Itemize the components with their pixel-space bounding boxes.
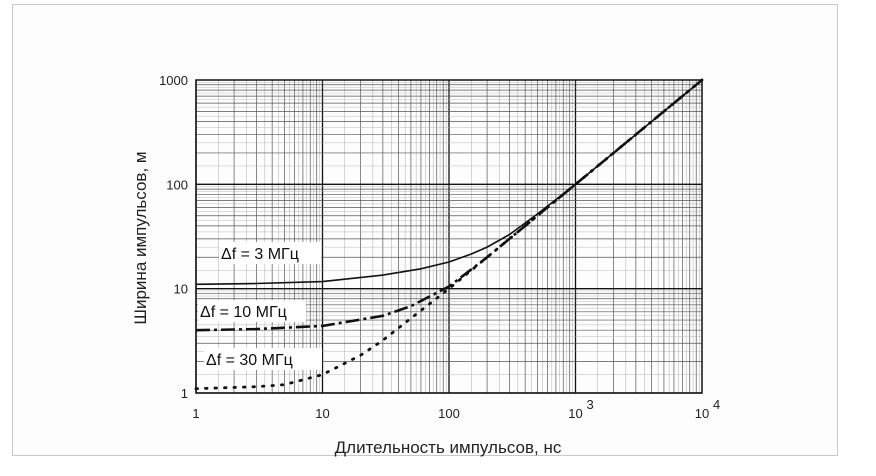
- x-tick-label: 1: [192, 406, 199, 421]
- x-tick-exponent: 3: [587, 397, 594, 412]
- tick-labels: 1 10 100 10 3 10 4 1000 100 10 1: [159, 73, 720, 421]
- y-axis-title: Ширина импульсов, м: [131, 151, 150, 324]
- y-tick-label: 10: [174, 282, 188, 297]
- label-bg-10mhz: [198, 300, 306, 322]
- label-bg-30mhz: [204, 348, 322, 370]
- x-tick-exponent: 4: [713, 397, 720, 412]
- plot-border: [195, 79, 703, 394]
- y-tick-label: 100: [166, 177, 188, 192]
- series-group: [194, 78, 704, 391]
- series-line-1: [195, 78, 703, 332]
- x-tick-label: 10: [568, 406, 582, 421]
- grid: [195, 80, 702, 394]
- series-label-10mhz: Δf = 10 МГц: [200, 304, 287, 321]
- x-axis-title: Длительность импульсов, нс: [335, 438, 562, 457]
- y-tick-label: 1: [181, 386, 188, 401]
- series-label-30mhz: Δf = 30 МГц: [206, 352, 293, 369]
- x-tick-label: 10: [315, 406, 329, 421]
- x-tick-label: 10: [695, 406, 709, 421]
- x-tick-label: 100: [438, 406, 460, 421]
- label-bg-3mhz: [219, 242, 321, 264]
- y-tick-label: 1000: [159, 73, 188, 88]
- series-label-3mhz: Δf = 3 МГц: [221, 246, 299, 263]
